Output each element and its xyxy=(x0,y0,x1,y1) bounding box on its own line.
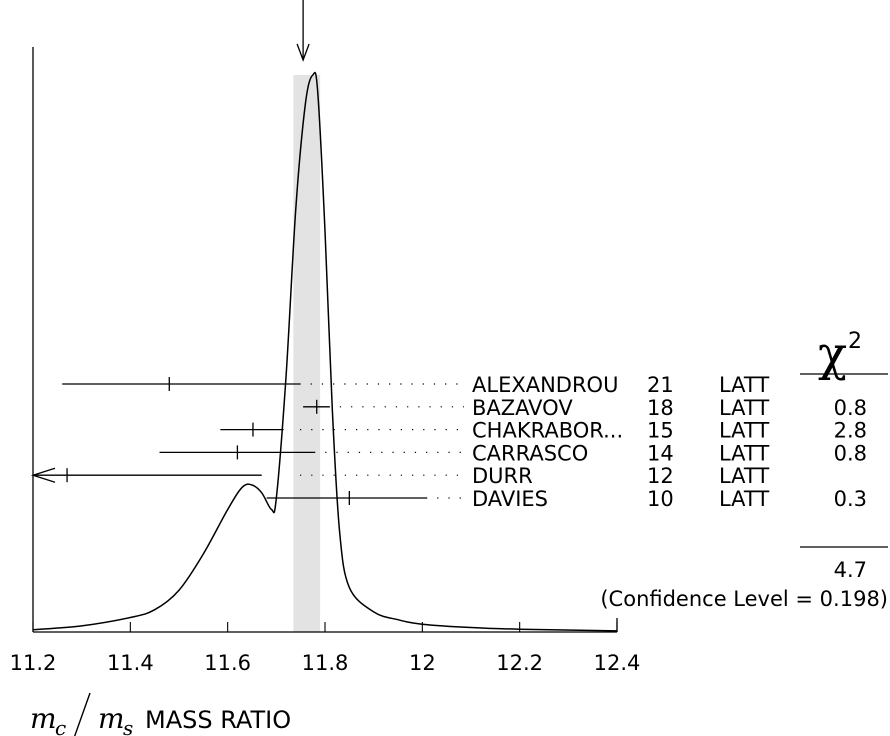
row-technique: LATT xyxy=(719,373,769,397)
chi2-header-superscript: 2 xyxy=(848,329,862,354)
row-chi2: 0.8 xyxy=(834,441,867,465)
row-year: 10 xyxy=(647,487,674,511)
x-tick-label: 11.4 xyxy=(107,651,154,675)
chi2-header-symbol: χ xyxy=(818,326,847,382)
x-label-s-subscript: s xyxy=(123,716,133,736)
row-chi2: 0.3 xyxy=(834,487,867,511)
row-author: ALEXANDROU xyxy=(472,373,618,397)
row-technique: LATT xyxy=(719,396,769,420)
row-technique: LATT xyxy=(719,487,769,511)
x-tick-label: 11.8 xyxy=(302,651,349,675)
confidence-level: (Confidence Level = 0.198) xyxy=(600,587,888,611)
row-technique: LATT xyxy=(719,441,769,465)
chi2-total: 4.7 xyxy=(834,558,867,582)
ideogram-curve xyxy=(32,71,618,632)
row-technique: LATT xyxy=(719,464,769,488)
row-year: 21 xyxy=(647,373,674,397)
row-year: 18 xyxy=(647,396,674,420)
x-label-c-subscript: c xyxy=(55,716,66,736)
row-chi2: 0.8 xyxy=(834,396,867,420)
row-year: 12 xyxy=(647,464,674,488)
chi2-column-header: χ 2 xyxy=(800,326,888,382)
row-author: CARRASCO xyxy=(472,441,588,465)
x-axis-label: m c m s MASS RATIO xyxy=(30,692,291,736)
x-tick-label: 11.6 xyxy=(204,651,251,675)
row-chi2: 2.8 xyxy=(834,419,867,443)
plot-area: 11.2 11.4 11.6 11.8 12 12.2 12.4 xyxy=(10,0,641,675)
row-author: DAVIES xyxy=(472,487,548,511)
row-year: 14 xyxy=(647,441,674,465)
row-year: 15 xyxy=(647,419,674,443)
row-author: DURR xyxy=(472,464,533,488)
measurement-rows: ALEXANDROU 21 LATT BAZAVOV 18 LATT 0.8 CHAKRABO… xyxy=(30,373,867,511)
x-tick-label: 12.2 xyxy=(496,651,543,675)
average-arrow-head xyxy=(296,43,310,62)
average-band xyxy=(293,75,321,632)
x-label-ms: m xyxy=(98,702,125,735)
row-technique: LATT xyxy=(719,419,769,443)
x-label-mass-ratio: MASS RATIO xyxy=(145,706,291,734)
x-label-mc: m xyxy=(30,702,57,735)
error-bar-left-arrow xyxy=(30,467,56,483)
x-tick-label: 11.2 xyxy=(10,651,57,675)
x-label-slash xyxy=(73,692,91,736)
x-tick-label: 12 xyxy=(409,651,436,675)
x-tick-label: 12.4 xyxy=(594,651,641,675)
row-author: BAZAVOV xyxy=(472,396,573,420)
row-author: CHAKRABOR... xyxy=(472,419,623,443)
